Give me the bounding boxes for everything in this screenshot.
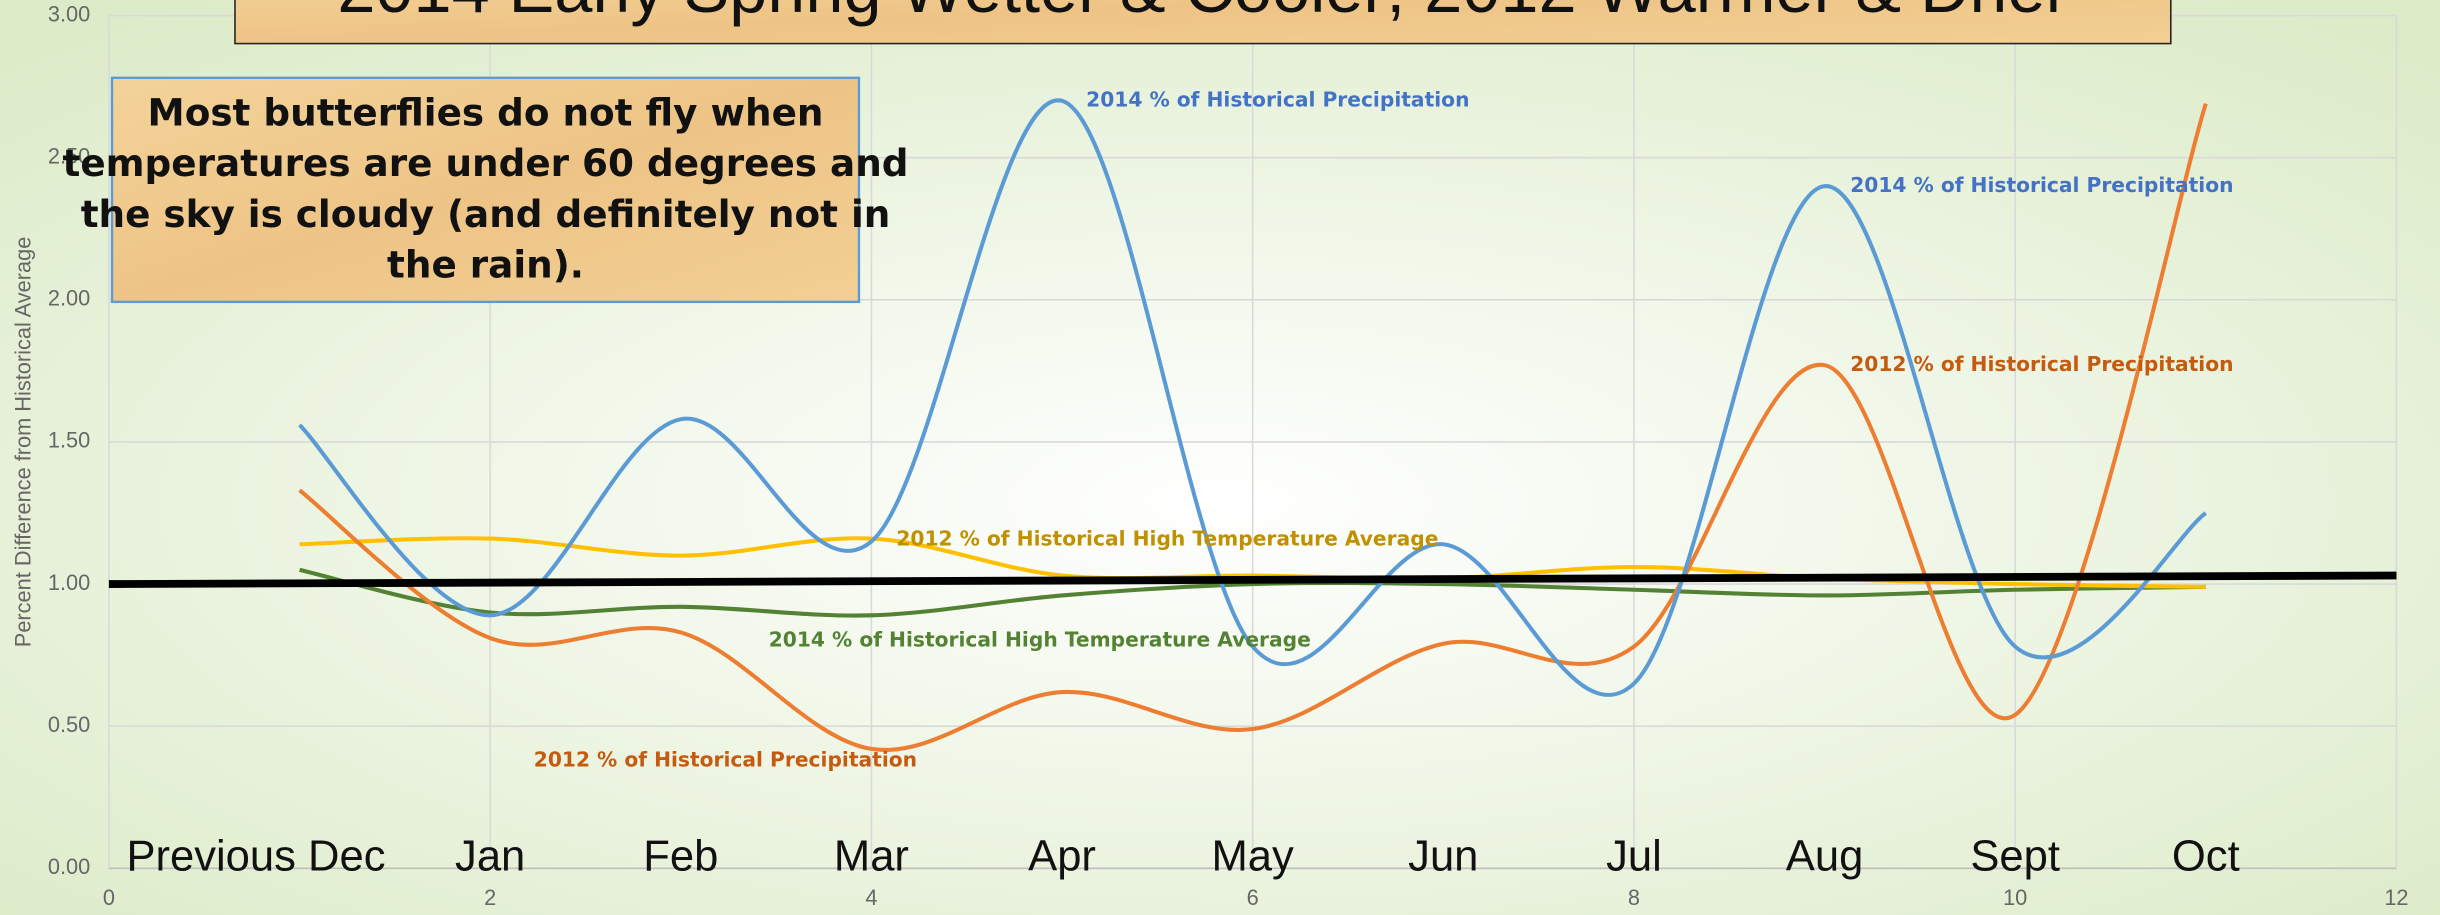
- x-tick-label: 0: [103, 885, 115, 910]
- series-line: [298, 98, 2208, 697]
- y-tick-label: 1.50: [48, 428, 90, 453]
- y-tick-label: 2.50: [48, 143, 90, 168]
- category-label: May: [1212, 832, 1295, 880]
- series-line: [298, 103, 2208, 753]
- annotation: 2014 % of Historical Precipitation: [1850, 173, 2233, 197]
- chart-title: 2014 Early Spring Wetter & Cooler; 2012 …: [337, 0, 2068, 27]
- category-label: Aug: [1786, 832, 1864, 880]
- note-line: the rain).: [387, 242, 584, 286]
- note-line: Most butterflies do not fly when: [148, 91, 824, 135]
- category-label: Jun: [1408, 832, 1478, 880]
- category-label: Oct: [2172, 832, 2240, 880]
- series-label: 2014 % of Historical High Temperature Av…: [769, 628, 1311, 652]
- series-label: 2012 % of Historical Precipitation: [534, 747, 917, 771]
- title-box: [234, 0, 2172, 45]
- series-line: [299, 567, 2206, 618]
- y-tick-label: 0.00: [48, 854, 90, 879]
- annotation: 2012 % of Historical Precipitation: [1850, 352, 2233, 376]
- category-label: Mar: [834, 832, 909, 880]
- series-label: 2014 % of Historical Precipitation: [1086, 88, 1469, 112]
- note-line: the sky is cloudy (and definitely not in: [81, 192, 891, 236]
- y-tick-label: 3.00: [48, 1, 90, 26]
- y-tick-label: 0.50: [48, 712, 90, 737]
- category-label: Feb: [643, 832, 718, 880]
- plot: Previous Dec Jan Feb Mar Apr May Jun Jul Aug Sept…: [108, 88, 2397, 880]
- reference-line: [108, 571, 2397, 588]
- category-label: Jan: [455, 832, 525, 880]
- x-tick-label: 6: [1247, 885, 1259, 910]
- note-line: temperatures are under 60 degrees and: [63, 141, 909, 185]
- category-label: Previous Dec: [126, 832, 385, 880]
- category-label: Jul: [1606, 832, 1662, 880]
- note-box: [110, 76, 861, 304]
- x-tick-label: 2: [484, 885, 496, 910]
- x-tick-label: 8: [1628, 885, 1640, 910]
- y-tick-label: 1.00: [48, 570, 90, 595]
- note: Most butterflies do not fly when temperat…: [63, 91, 909, 287]
- category-label: Apr: [1028, 832, 1096, 880]
- x-tick-label: 4: [865, 885, 877, 910]
- y-axis-label: Percent Difference from Historical Avera…: [11, 237, 36, 648]
- series-label: 2012 % of Historical High Temperature Av…: [896, 526, 1438, 550]
- x-tick-label: 10: [2003, 885, 2027, 910]
- category-label: Sept: [1970, 832, 2060, 880]
- x-tick-label: 12: [2384, 885, 2408, 910]
- y-tick-label: 2.00: [48, 286, 90, 311]
